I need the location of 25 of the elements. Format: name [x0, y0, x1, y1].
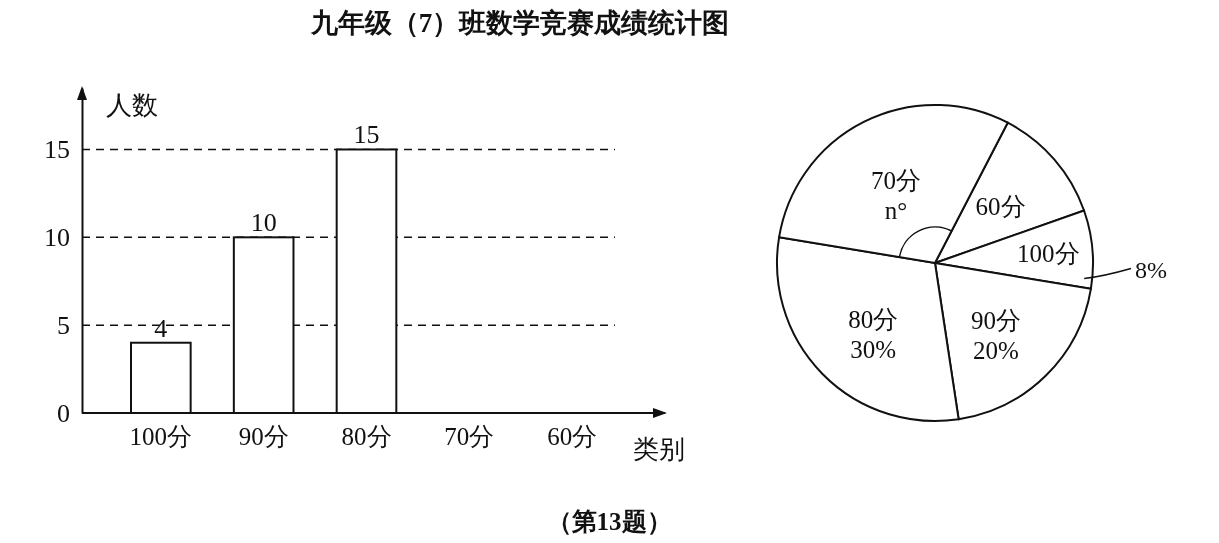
y-tick-label: 15: [44, 135, 70, 165]
y-tick-label: 0: [57, 398, 70, 428]
x-tick-label: 60分: [547, 422, 598, 450]
slice-label: 60分: [975, 192, 1026, 220]
text: （第13题）: [546, 508, 672, 535]
y-tick-label: 10: [44, 223, 70, 253]
y-tick-label: 5: [57, 310, 70, 340]
x-tick-label: 100分: [129, 422, 193, 450]
data-label: 8%: [1135, 256, 1167, 283]
slice-label: 90分: [971, 306, 1022, 334]
x-tick-label: 80分: [341, 422, 392, 450]
y-axis-title: 人数: [106, 91, 158, 120]
data-label: 10: [250, 208, 277, 238]
x-tick-label: 70分: [444, 422, 495, 450]
data-label: 30%: [850, 336, 897, 364]
x-axis-title: 类别: [633, 435, 685, 464]
slice-label: 80分: [848, 306, 899, 334]
data-label: n°: [884, 197, 908, 225]
data-label: 20%: [973, 336, 1019, 364]
slice-label: 70分: [871, 167, 922, 195]
slice-label: 100分: [1017, 240, 1080, 268]
data-label: 15: [353, 120, 380, 150]
x-tick-label: 90分: [238, 422, 289, 450]
data-label: 4: [154, 313, 168, 343]
chart-title: 九年级（7）班数学竞赛成绩统计图: [309, 8, 730, 38]
